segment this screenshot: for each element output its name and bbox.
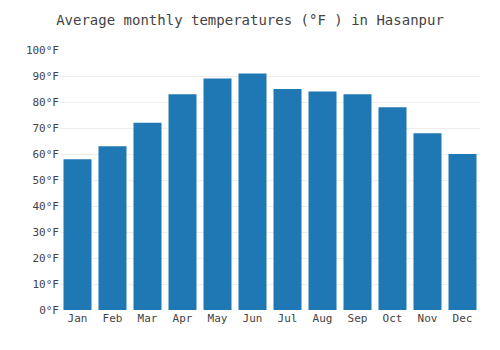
svg-text:80°F: 80°F xyxy=(33,96,60,109)
svg-text:0°F: 0°F xyxy=(39,304,59,317)
svg-text:20°F: 20°F xyxy=(33,252,60,265)
svg-text:Jan: Jan xyxy=(68,312,88,325)
svg-text:90°F: 90°F xyxy=(33,70,60,83)
svg-text:Jun: Jun xyxy=(243,312,263,325)
svg-text:Mar: Mar xyxy=(138,312,158,325)
svg-text:30°F: 30°F xyxy=(33,226,60,239)
svg-text:Jul: Jul xyxy=(278,312,298,325)
svg-text:100°F: 100°F xyxy=(26,44,59,57)
svg-text:10°F: 10°F xyxy=(33,278,60,291)
svg-text:70°F: 70°F xyxy=(33,122,60,135)
svg-text:Average monthly temperatures (: Average monthly temperatures (°F ) in Ha… xyxy=(56,12,444,28)
svg-text:Aug: Aug xyxy=(313,312,333,325)
svg-text:40°F: 40°F xyxy=(33,200,60,213)
svg-text:Feb: Feb xyxy=(103,312,123,325)
svg-text:Sep: Sep xyxy=(348,312,368,325)
svg-text:50°F: 50°F xyxy=(33,174,60,187)
svg-text:Nov: Nov xyxy=(418,312,438,325)
svg-text:Dec: Dec xyxy=(453,312,473,325)
svg-text:Oct: Oct xyxy=(383,312,403,325)
svg-text:60°F: 60°F xyxy=(33,148,60,161)
svg-text:Apr: Apr xyxy=(173,312,193,325)
svg-text:May: May xyxy=(208,312,228,325)
